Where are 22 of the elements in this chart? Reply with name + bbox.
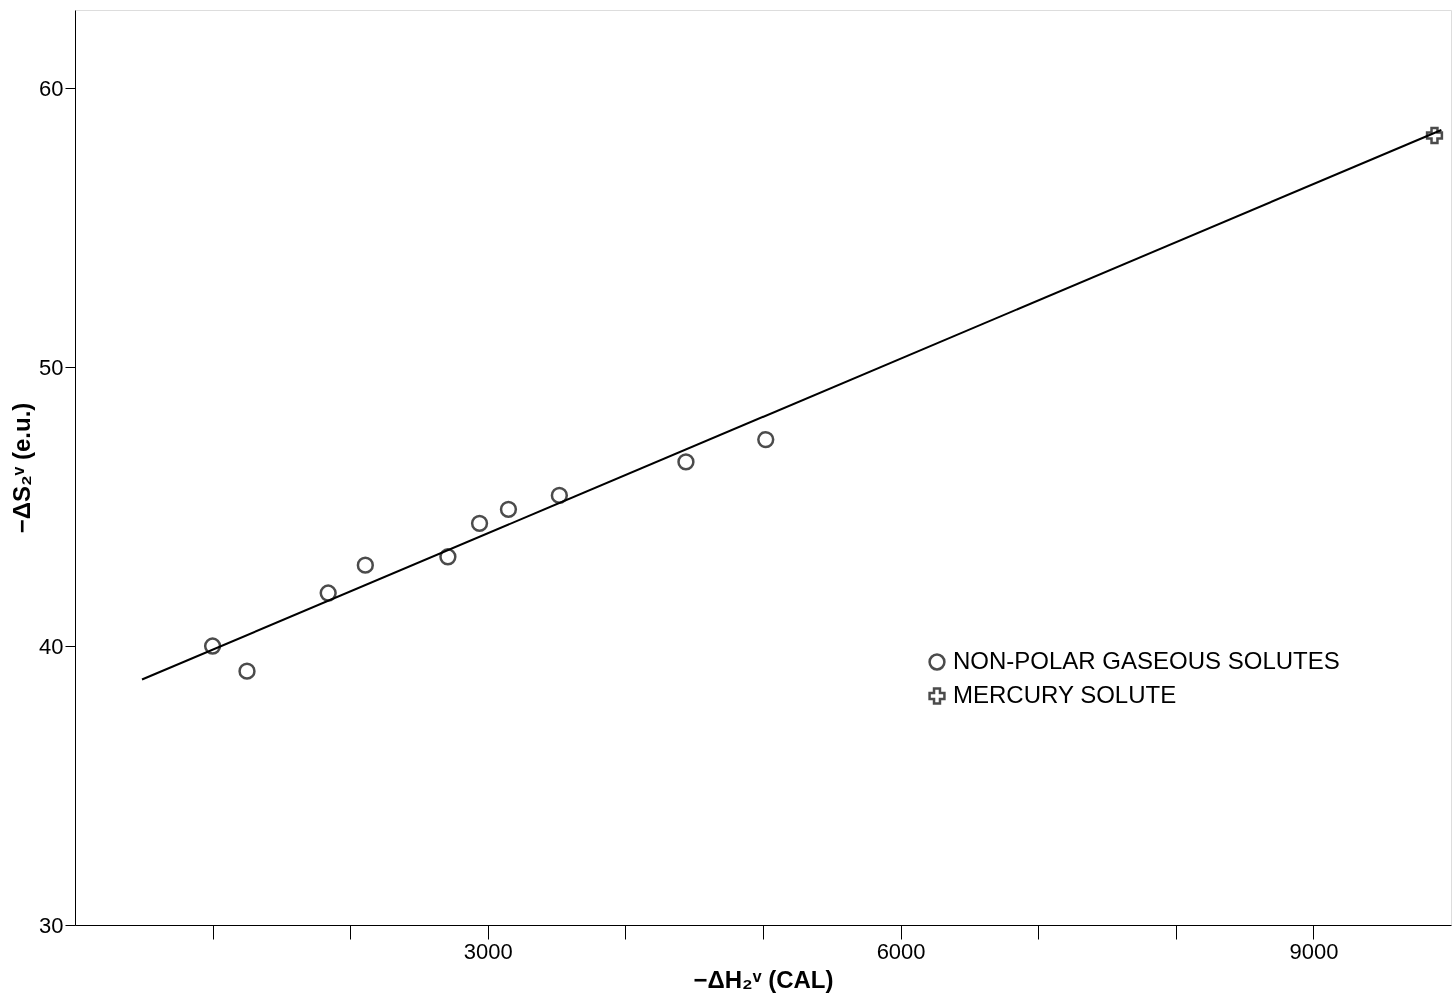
point bbox=[677, 453, 695, 471]
y-tick-label: 60 bbox=[39, 75, 64, 101]
point bbox=[757, 430, 775, 449]
point bbox=[439, 548, 457, 566]
legend-label: NON-POLAR GASEOUS SOLUTES bbox=[953, 647, 1340, 674]
legend-label: MERCURY SOLUTE bbox=[953, 681, 1177, 708]
point bbox=[550, 486, 569, 505]
y-axis-title: −ΔS₂ᵛ (e.u.) bbox=[8, 402, 36, 534]
point bbox=[238, 662, 256, 680]
x-axis-title: −ΔH₂ᵛ (CAL) bbox=[693, 965, 834, 993]
point bbox=[356, 556, 374, 574]
point bbox=[499, 500, 518, 518]
point bbox=[470, 514, 489, 532]
x-tick-label: 3000 bbox=[463, 938, 513, 964]
point bbox=[319, 584, 337, 602]
y-tick-label: 50 bbox=[39, 354, 64, 380]
y-tick-label: 40 bbox=[39, 633, 64, 659]
point bbox=[1425, 126, 1444, 145]
point bbox=[203, 637, 222, 655]
x-tick-label: 9000 bbox=[1289, 938, 1339, 964]
x-tick-label: 6000 bbox=[876, 938, 926, 964]
y-tick-label: 30 bbox=[39, 912, 64, 938]
